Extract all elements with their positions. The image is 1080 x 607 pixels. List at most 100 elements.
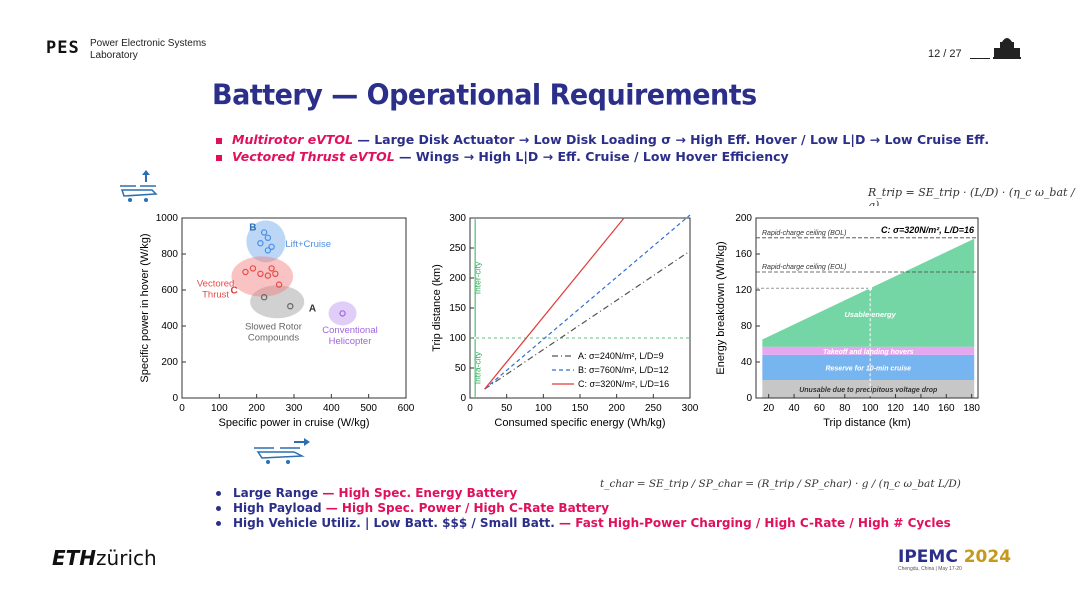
x-tick-label: 250 bbox=[645, 403, 662, 414]
group-cloud bbox=[231, 256, 294, 297]
round-bullet-icon bbox=[216, 521, 221, 526]
y-tick-label: 50 bbox=[455, 363, 467, 374]
point-annotation: A bbox=[309, 304, 316, 315]
legend-label: A: σ=240N/m², L/D=9 bbox=[578, 351, 664, 361]
usable-energy-area bbox=[762, 238, 975, 347]
page-divider bbox=[970, 58, 990, 59]
point-annotation: B bbox=[249, 223, 256, 234]
data-point bbox=[242, 268, 249, 276]
x-tick-label: 300 bbox=[682, 403, 698, 414]
series-line bbox=[484, 217, 625, 390]
y-tick-label: 0 bbox=[460, 393, 466, 404]
y-tick-label: 0 bbox=[746, 393, 752, 404]
y-tick-label: 160 bbox=[735, 249, 752, 260]
energy-layer bbox=[762, 354, 975, 380]
pes-logo: PES bbox=[46, 38, 80, 58]
y-tick-label: 120 bbox=[735, 285, 752, 296]
x-tick-label: 140 bbox=[913, 403, 930, 414]
chart-title: C: σ=320N/m², L/D=16 bbox=[881, 225, 975, 235]
group-cloud bbox=[328, 301, 357, 326]
data-point bbox=[260, 229, 268, 236]
y-tick-label: 40 bbox=[741, 357, 753, 368]
x-tick-label: 100 bbox=[535, 403, 552, 414]
x-axis-label: Trip distance (km) bbox=[823, 417, 911, 429]
y-tick-label: 400 bbox=[161, 321, 178, 332]
lab-name: Power Electronic Systems Laboratory bbox=[90, 38, 207, 61]
data-point bbox=[272, 270, 279, 278]
y-tick-label: 200 bbox=[735, 213, 752, 224]
x-tick-label: 60 bbox=[814, 403, 826, 414]
data-point bbox=[275, 281, 283, 288]
x-tick-label: 300 bbox=[286, 403, 303, 414]
trip-distance-line-chart: 0 50 100 150 200 250 300 0 50 100 150 200 250 300 Int… bbox=[428, 206, 698, 434]
y-tick-label: 800 bbox=[161, 249, 178, 260]
y-tick-label: 100 bbox=[449, 333, 466, 344]
y-tick-label: 600 bbox=[161, 285, 178, 296]
x-tick-label: 200 bbox=[608, 403, 625, 414]
bottom-bullet-1: Large Range — High Spec. Energy Battery bbox=[216, 486, 517, 500]
legend-label: C: σ=320N/m², L/D=16 bbox=[578, 379, 669, 389]
data-point bbox=[257, 240, 264, 247]
page-number: 12 / 27 bbox=[928, 48, 962, 60]
x-tick-label: 50 bbox=[501, 403, 513, 414]
data-point bbox=[287, 302, 294, 310]
legend-label: B: σ=760N/m², L/D=12 bbox=[578, 365, 669, 375]
slide-title: Battery — Operational Requirements bbox=[212, 79, 757, 112]
energy-layer bbox=[762, 346, 975, 355]
point-annotation: C bbox=[231, 286, 238, 297]
data-point bbox=[249, 265, 257, 272]
range-annotation: Inter-city bbox=[472, 261, 482, 294]
square-bullet-icon bbox=[216, 137, 222, 144]
x-tick-label: 100 bbox=[862, 403, 879, 414]
vectored-thrust-aircraft-icon bbox=[254, 438, 310, 464]
data-point bbox=[268, 243, 275, 251]
data-point bbox=[268, 265, 275, 272]
x-tick-label: 0 bbox=[179, 403, 185, 414]
layer-label: Unusable due to precipitous voltage drop bbox=[799, 387, 938, 394]
y-tick-label: 150 bbox=[449, 303, 466, 314]
x-tick-label: 150 bbox=[572, 403, 589, 414]
y-tick-label: 1000 bbox=[156, 213, 179, 224]
range-formula: R_trip = SE_trip · (L/D) · (η_c ω_bat / … bbox=[868, 186, 1075, 212]
layer-label: Takeoff and landing hovers bbox=[823, 349, 914, 356]
group-cloud bbox=[246, 220, 286, 263]
x-tick-label: 80 bbox=[839, 403, 851, 414]
series-line bbox=[484, 214, 691, 390]
square-bullet-icon bbox=[216, 154, 222, 161]
y-axis-label: Energy breakdown (Wh/kg) bbox=[715, 241, 727, 374]
y-axis-label: Trip distance (km) bbox=[431, 264, 443, 352]
ipemc-2024-logo: IPEMC 2024 bbox=[898, 547, 1012, 567]
x-tick-label: 20 bbox=[763, 403, 775, 414]
x-tick-label: 40 bbox=[788, 403, 800, 414]
eth-zurich-logo: ETHzürich bbox=[52, 546, 157, 570]
series-label: Vectored bbox=[197, 278, 235, 289]
y-tick-label: 200 bbox=[161, 357, 178, 368]
y-tick-label: 0 bbox=[172, 393, 178, 404]
reference-label: Rapid-charge ceiling (EOL) bbox=[762, 264, 846, 271]
y-axis-label: Specific power in hover (W/kg) bbox=[139, 233, 151, 382]
series-label: Lift+Cruise bbox=[285, 239, 331, 250]
plot-frame bbox=[755, 217, 979, 399]
top-bullet-1: Multirotor eVTOL — Large Disk Actuator →… bbox=[216, 132, 989, 147]
conference-subtitle: Chengdu, China | May 17-20 bbox=[898, 566, 962, 572]
x-tick-label: 100 bbox=[211, 403, 228, 414]
y-tick-label: 80 bbox=[741, 321, 753, 332]
data-point bbox=[264, 234, 272, 241]
x-tick-label: 0 bbox=[467, 403, 473, 414]
multirotor-aircraft-icon bbox=[120, 170, 158, 202]
x-tick-label: 180 bbox=[963, 403, 980, 414]
series-label: Helicopter bbox=[329, 336, 372, 347]
building-icon bbox=[993, 38, 1021, 59]
bottom-bullet-3: High Vehicle Utiliz. | Low Batt. $$$ / S… bbox=[216, 516, 951, 530]
hover-vs-cruise-scatter-chart: 0 100 200 300 400 500 600 0 200 400 600 800 1000 Lif… bbox=[120, 206, 420, 434]
x-tick-label: 600 bbox=[398, 403, 415, 414]
y-tick-label: 250 bbox=[449, 243, 466, 254]
group-cloud bbox=[250, 285, 305, 319]
series-label: Conventional bbox=[322, 325, 377, 336]
data-point bbox=[260, 293, 268, 301]
series-label: Thrust bbox=[202, 289, 229, 300]
energy-layer bbox=[762, 380, 975, 398]
top-bullet-2: Vectored Thrust eVTOL — Wings → High L|D… bbox=[216, 149, 789, 164]
data-point bbox=[339, 310, 346, 317]
data-point bbox=[257, 270, 264, 278]
